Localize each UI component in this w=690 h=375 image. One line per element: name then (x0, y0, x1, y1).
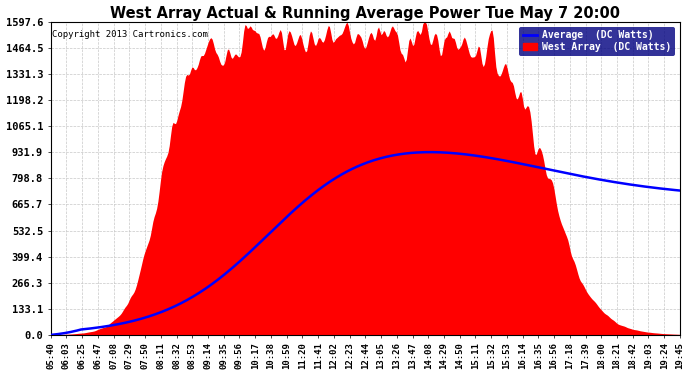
Title: West Array Actual & Running Average Power Tue May 7 20:00: West Array Actual & Running Average Powe… (110, 6, 620, 21)
Legend: Average  (DC Watts), West Array  (DC Watts): Average (DC Watts), West Array (DC Watts… (519, 27, 675, 56)
Text: Copyright 2013 Cartronics.com: Copyright 2013 Cartronics.com (52, 30, 208, 39)
